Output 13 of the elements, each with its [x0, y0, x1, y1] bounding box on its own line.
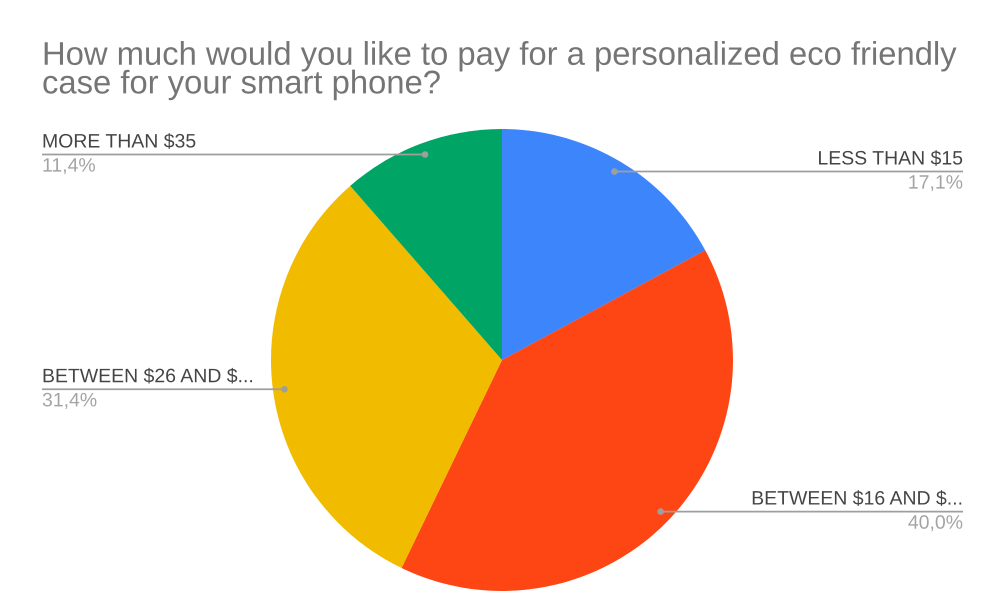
pie-slice	[271, 186, 502, 568]
slice-label: BETWEEN $16 AND $...	[752, 490, 962, 506]
pie-slice	[502, 129, 706, 360]
data-label: 40,0%	[908, 515, 962, 532]
slice-label: LESS THAN $15	[819, 150, 962, 166]
slice-label: MORE THAN $35	[44, 133, 196, 149]
data-label: 31,4%	[42, 392, 96, 409]
pie-slice	[402, 250, 733, 591]
chart-title: How much would you like to pay for a personalized eco friendly case for your smart phone?	[43, 41, 957, 100]
pie-slice	[350, 129, 502, 360]
data-label: 11,4%	[43, 158, 96, 174]
slice-label: BETWEEN $26 AND $...	[44, 368, 252, 384]
data-label: 17,1%	[909, 175, 962, 192]
